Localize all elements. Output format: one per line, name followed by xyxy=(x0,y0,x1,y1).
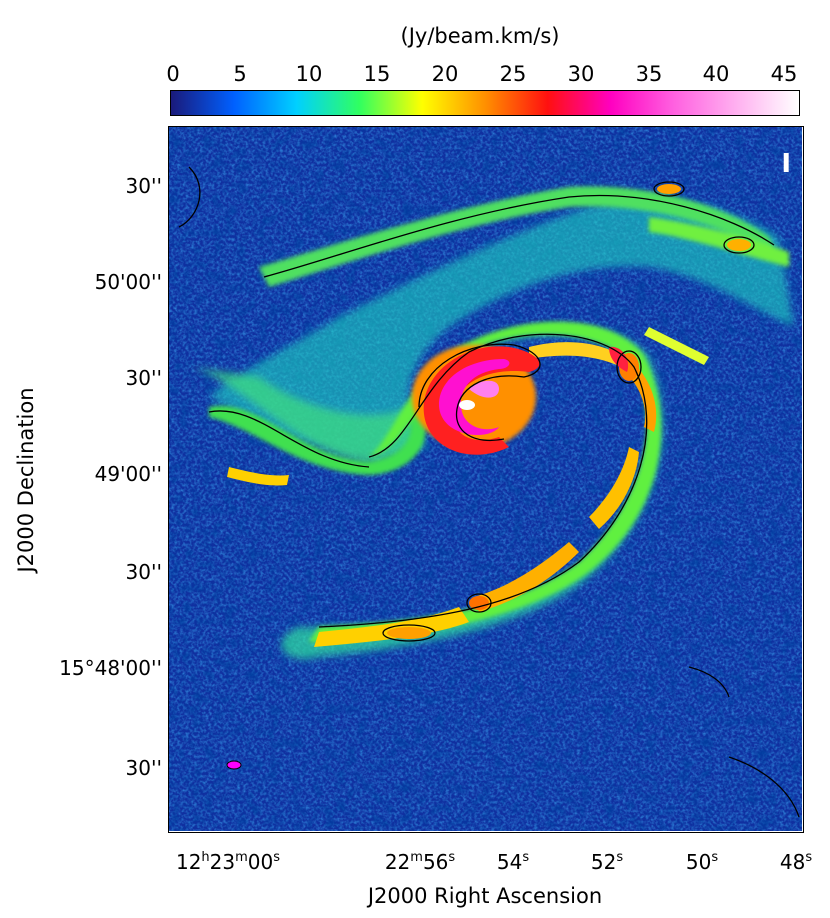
y-tick-label: 49'00'' xyxy=(94,462,162,486)
colorbar xyxy=(170,90,800,116)
colorbar-unit-label: (Jy/beam.km/s) xyxy=(400,24,560,48)
y-tick-label: 50'00'' xyxy=(94,270,162,294)
colorbar-tick: 20 xyxy=(431,62,459,86)
intensity-map: I xyxy=(168,126,804,833)
y-tick-label: 30'' xyxy=(125,560,162,584)
colorbar-tick: 35 xyxy=(635,62,663,86)
colorbar-tick: 30 xyxy=(567,62,595,86)
colorbar-tick: 10 xyxy=(295,62,323,86)
y-tick-label: 30'' xyxy=(125,756,162,780)
x-tick-label: 50s xyxy=(685,850,719,874)
panel-label: I xyxy=(781,149,791,179)
map-canvas xyxy=(169,127,802,831)
x-tick-label: 52s xyxy=(590,850,624,874)
x-tick-label: 48s xyxy=(779,850,813,874)
colorbar-tick: 40 xyxy=(702,62,730,86)
x-tick-label: 54s xyxy=(496,850,530,874)
colorbar-tick: 0 xyxy=(166,62,180,86)
y-axis-label: J2000 Declination xyxy=(14,387,38,573)
contour-lines xyxy=(178,166,800,818)
colorbar-tick: 15 xyxy=(363,62,391,86)
colorbar-tick: 25 xyxy=(499,62,527,86)
y-tick-label: 30'' xyxy=(125,174,162,198)
colorbar-tick: 5 xyxy=(233,62,247,86)
x-tick-label: 22m56s xyxy=(384,850,456,874)
y-tick-label: 15°48'00'' xyxy=(59,656,162,680)
y-tick-label: 30'' xyxy=(125,366,162,390)
beam-ellipse xyxy=(226,760,242,770)
x-axis-label: J2000 Right Ascension xyxy=(367,884,603,908)
colorbar-tick: 45 xyxy=(770,62,798,86)
x-tick-label: 12h23m00s xyxy=(175,850,281,874)
